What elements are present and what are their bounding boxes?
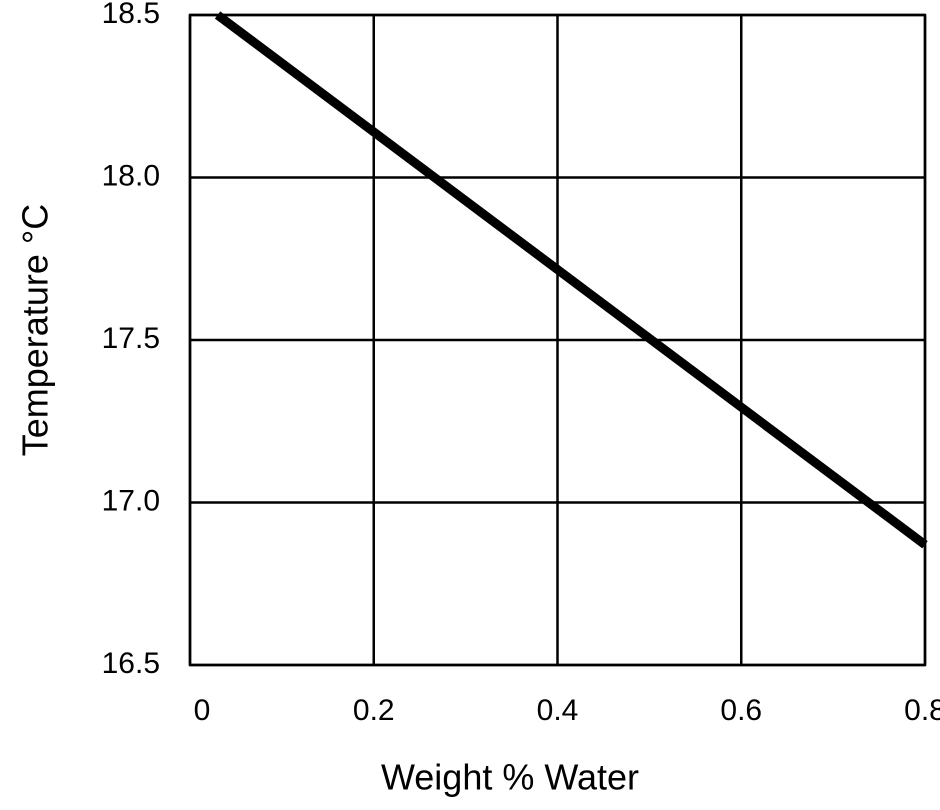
- x-tick-label: 0.8: [904, 694, 940, 727]
- x-axis-label: Weight % Water: [381, 757, 639, 798]
- x-tick-label: 0.2: [353, 694, 395, 727]
- x-tick-label: 0.6: [720, 694, 762, 727]
- x-tick-label: 0.4: [537, 694, 579, 727]
- y-tick-label: 17.0: [102, 484, 160, 517]
- data-line: [214, 11, 928, 549]
- x-tick-label: 0: [194, 694, 211, 727]
- y-tick-label: 17.5: [102, 322, 160, 355]
- y-axis-label: Temperature °C: [15, 204, 56, 457]
- y-tick-label: 16.5: [102, 647, 160, 680]
- y-tick-label: 18.0: [102, 159, 160, 192]
- y-tick-label: 18.5: [102, 0, 160, 30]
